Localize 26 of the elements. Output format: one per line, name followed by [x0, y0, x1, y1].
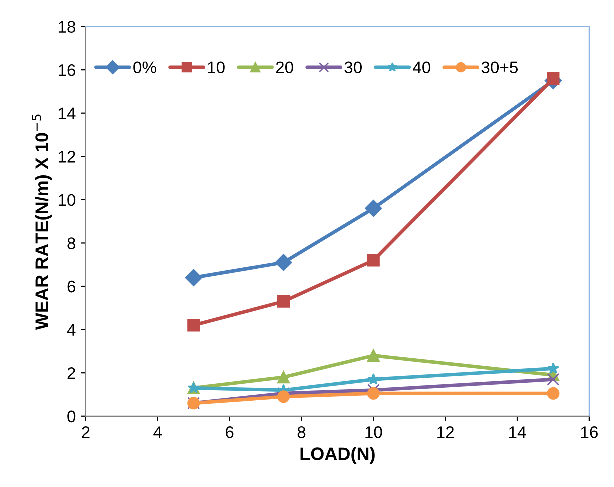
y-tick-label: 4	[67, 324, 76, 336]
y-tick-label: 14	[58, 108, 76, 120]
x-tick-label: 8	[298, 426, 306, 438]
legend-label: 40	[413, 62, 431, 74]
legend-label: 0%	[134, 62, 156, 74]
y-tick-label: 12	[58, 151, 76, 163]
legend-label: 30+5	[482, 62, 518, 74]
y-tick-label: 18	[58, 21, 76, 33]
x-axis-title: LOAD(N)	[300, 447, 375, 464]
x-tick-label: 16	[581, 426, 598, 438]
legend-label: 30	[344, 62, 362, 74]
x-tick-label: 6	[226, 426, 234, 438]
legend-label: 20	[276, 62, 294, 74]
y-tick-label: 0	[68, 410, 76, 423]
x-tick-label: 14	[510, 426, 526, 438]
y-tick-label: 6	[68, 280, 76, 293]
y-tick-label: 8	[68, 238, 76, 250]
x-tick-label: 2	[82, 426, 90, 438]
y-tick-label: 16	[58, 64, 76, 76]
x-tick-label: 10	[366, 426, 382, 438]
legend-label: 10	[208, 62, 225, 74]
x-tick-label: 12	[438, 426, 454, 438]
y-tick-label: 10	[58, 194, 76, 206]
y-tick-label: 2	[68, 367, 76, 380]
x-tick-label: 4	[154, 426, 162, 438]
y-axis-title: WEAR RATE(N/m) X 10$^{−5}$	[32, 114, 52, 330]
